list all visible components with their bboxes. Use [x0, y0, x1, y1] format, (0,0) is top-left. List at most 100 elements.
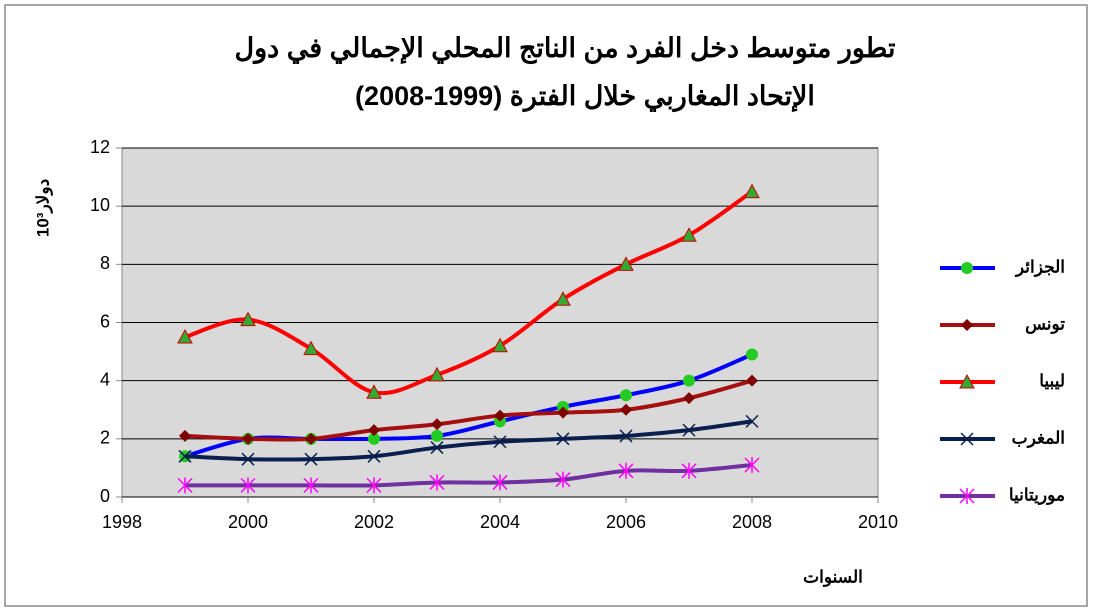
marker-shape: [681, 227, 697, 242]
y-axis-label: 10³دولار: [33, 179, 53, 237]
marker: [746, 348, 758, 361]
marker: [492, 337, 508, 353]
marker: [368, 424, 380, 437]
marker: [367, 449, 381, 463]
marker-shape: [744, 183, 760, 199]
marker: [493, 435, 507, 449]
marker-shape: [179, 429, 191, 442]
legend-label: ليبيا: [1039, 371, 1065, 390]
marker: [240, 477, 256, 494]
marker-shape: [746, 374, 758, 387]
y-tick-label: 2: [100, 428, 110, 448]
marker-shape: [305, 432, 317, 445]
y-tick-label: 8: [100, 253, 110, 273]
marker-shape: [429, 366, 445, 382]
marker: [745, 414, 759, 428]
marker: [557, 406, 569, 419]
marker-shape: [620, 389, 632, 402]
y-tick-label: 0: [100, 486, 110, 506]
marker: [555, 291, 571, 306]
marker-shape: [619, 429, 633, 443]
marker-shape: [240, 311, 256, 327]
marker-shape: [241, 452, 255, 466]
marker: [746, 374, 758, 387]
marker: [960, 432, 974, 446]
marker: [618, 462, 634, 479]
marker-shape: [746, 348, 758, 361]
marker-shape: [618, 256, 634, 271]
marker: [494, 409, 506, 422]
marker: [620, 389, 632, 402]
marker-shape: [556, 432, 570, 446]
series-line: [184, 378, 753, 442]
marker-shape: [366, 384, 382, 399]
y-tick-label: 10: [90, 195, 110, 215]
marker-shape: [178, 449, 192, 463]
marker-shape: [682, 423, 696, 437]
marker: [303, 477, 319, 494]
marker: [961, 262, 973, 274]
marker: [555, 471, 571, 488]
marker-shape: [961, 319, 973, 331]
marker: [556, 432, 570, 446]
marker: [683, 374, 695, 387]
chart-title: الإتحاد المغاربي خلال الفترة (1999-2008): [355, 81, 815, 113]
marker: [492, 474, 508, 491]
marker: [744, 183, 760, 199]
marker: [959, 373, 975, 389]
marker-shape: [683, 392, 695, 405]
marker-shape: [960, 432, 974, 446]
marker-shape: [961, 262, 973, 274]
y-tick-label: 12: [90, 137, 110, 157]
marker: [305, 432, 317, 445]
marker-shape: [492, 337, 508, 353]
x-tick-label: 2002: [354, 512, 394, 532]
x-tick-label: 2008: [732, 512, 772, 532]
marker: [178, 449, 192, 463]
marker-shape: [494, 409, 506, 422]
marker: [241, 452, 255, 466]
chart-title: تطور متوسط دخل الفرد من الناتج المحلي ال…: [235, 33, 896, 65]
marker-shape: [177, 328, 193, 344]
marker-shape: [368, 432, 380, 445]
legend-label: تونس: [1025, 314, 1065, 334]
legend-label: الجزائر: [1014, 257, 1065, 277]
marker-shape: [430, 441, 444, 455]
marker: [177, 328, 193, 344]
marker: [431, 429, 443, 442]
x-tick-label: 2010: [858, 512, 898, 532]
marker-shape: [555, 291, 571, 306]
x-tick-label: 1998: [102, 512, 142, 532]
marker: [959, 488, 975, 504]
marker-shape: [431, 418, 443, 431]
marker: [242, 432, 254, 445]
marker-shape: [959, 373, 975, 389]
marker: [429, 366, 445, 382]
marker: [618, 256, 634, 271]
x-tick-label: 2000: [228, 512, 268, 532]
series-line: [184, 419, 753, 462]
marker: [683, 392, 695, 405]
marker: [368, 432, 380, 445]
marker: [682, 423, 696, 437]
marker: [619, 429, 633, 443]
marker-shape: [304, 452, 318, 466]
marker-shape: [368, 424, 380, 437]
marker: [429, 474, 445, 491]
marker: [430, 441, 444, 455]
marker-shape: [493, 435, 507, 449]
marker: [304, 452, 318, 466]
marker: [681, 462, 697, 479]
marker: [620, 403, 632, 416]
marker-shape: [367, 449, 381, 463]
marker: [961, 319, 973, 331]
marker-shape: [242, 432, 254, 445]
y-tick-label: 4: [100, 369, 110, 389]
marker: [366, 477, 382, 494]
marker-shape: [557, 406, 569, 419]
legend-label: المغرب: [1012, 428, 1065, 448]
marker: [744, 457, 760, 474]
marker: [240, 311, 256, 327]
